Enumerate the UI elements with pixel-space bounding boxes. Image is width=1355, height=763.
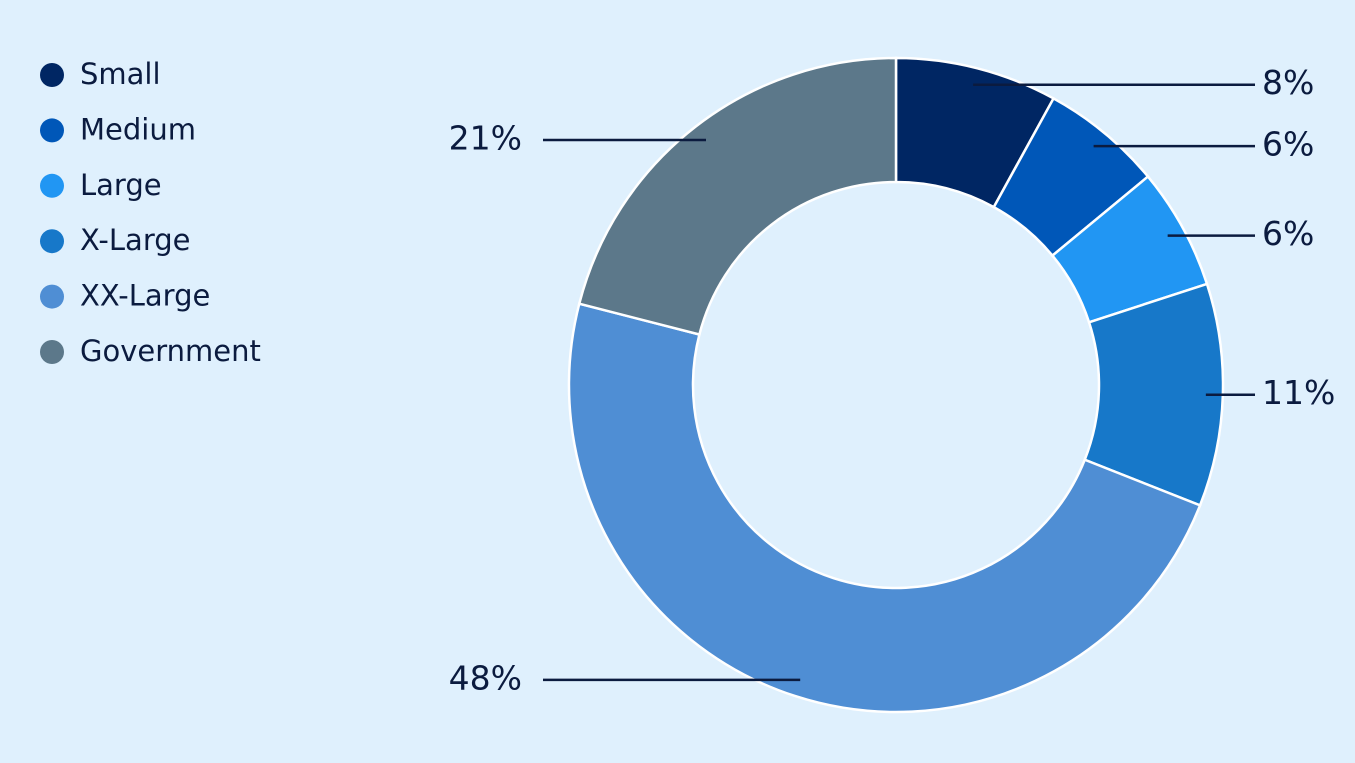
- donut-slice: [567, 302, 1202, 714]
- legend-marker: [40, 63, 64, 87]
- legend-label: Large: [80, 168, 162, 202]
- data-label: 8%: [1262, 63, 1314, 102]
- data-label: 21%: [449, 119, 522, 158]
- legend-label: XX-Large: [80, 279, 210, 313]
- legend-marker: [40, 340, 64, 364]
- data-label: 11%: [1262, 373, 1335, 412]
- data-label: 48%: [449, 658, 522, 697]
- legend-marker: [40, 229, 64, 254]
- legend-label: Small: [80, 57, 161, 91]
- legend-marker: [40, 173, 64, 198]
- donut-slice: [577, 56, 898, 337]
- legend-marker: [40, 118, 64, 143]
- legend-label: Medium: [80, 112, 196, 146]
- legend-label: Government: [80, 334, 261, 368]
- data-label: 6%: [1262, 125, 1314, 164]
- data-label: 6%: [1262, 214, 1314, 253]
- legend-marker: [40, 284, 64, 309]
- legend-label: X-Large: [80, 223, 190, 257]
